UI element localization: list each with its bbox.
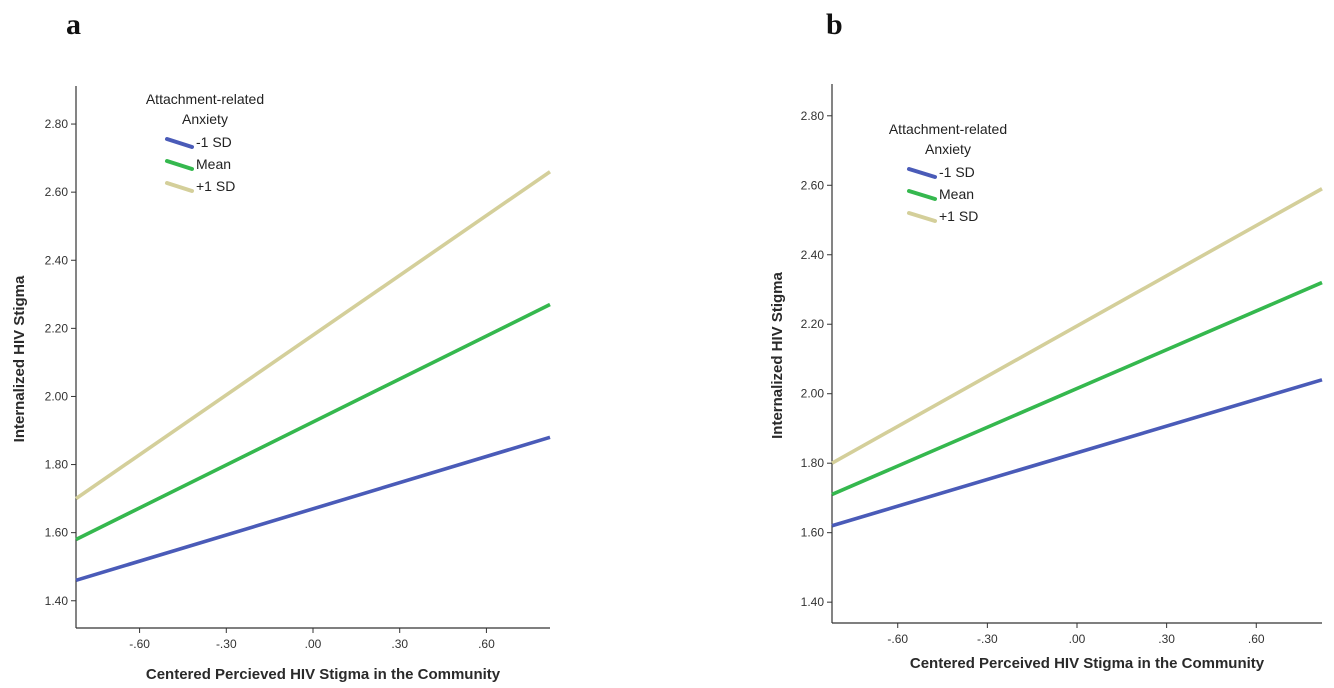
y-tick-label: 1.60 [801, 526, 825, 540]
x-axis-title: Centered Perceived HIV Stigma in the Com… [910, 655, 1265, 672]
y-tick-label: 2.20 [45, 321, 69, 335]
legend-label: -1 SD [196, 134, 232, 150]
x-tick-label: .30 [391, 637, 408, 651]
legend-swatch [907, 167, 937, 179]
legend-swatch [907, 189, 937, 201]
y-tick-label: 1.40 [45, 594, 69, 608]
legend-title-line: Anxiety [925, 141, 971, 157]
series-line-mean [831, 280, 1323, 497]
x-tick-label: -.30 [216, 637, 237, 651]
y-tick-label: 1.40 [801, 595, 825, 609]
y-tick-label: 2.80 [801, 109, 825, 123]
legend-title-line: Anxiety [182, 111, 228, 127]
y-axis-title: Internalized HIV Stigma [11, 275, 28, 442]
x-tick-label: .00 [1069, 632, 1086, 646]
series-line-plus-1sd [74, 170, 552, 501]
x-tick-label: .60 [1248, 632, 1265, 646]
y-tick-label: 1.80 [801, 456, 825, 470]
y-axis-title: Internalized HIV Stigma [769, 271, 786, 438]
y-tick-label: 2.80 [45, 117, 69, 131]
x-tick-label: -.60 [129, 637, 150, 651]
legend-label: -1 SD [939, 164, 975, 180]
y-tick-label: 2.60 [801, 178, 825, 192]
chart-panel-b: b 1.40 1.60 1.80 2.00 2.20 2.40 2.60 2.80 -.60 -.3… [769, 8, 1323, 672]
series-line-minus-1sd [831, 378, 1323, 528]
legend-title-line: Attachment-related [146, 91, 264, 107]
legend-label: Mean [196, 156, 231, 172]
chart-panel-a: a 1.40 1.60 1.80 2.00 2.20 2.40 2.60 2.80 -.60 -.3… [11, 8, 552, 683]
x-tick-label: .30 [1158, 632, 1175, 646]
legend: Attachment-related Anxiety -1 SD Mean +1 SD [146, 91, 264, 194]
series-line-plus-1sd [831, 187, 1323, 465]
y-tick-label: 2.00 [45, 389, 69, 403]
x-tick-label: .00 [305, 637, 322, 651]
y-tick-label: 1.80 [45, 458, 69, 472]
legend-label: +1 SD [196, 178, 235, 194]
y-tick-label: 1.60 [45, 526, 69, 540]
series-line-mean [75, 302, 551, 542]
panel-letter: b [826, 8, 843, 41]
x-tick-label: .60 [478, 637, 495, 651]
panel-letter: a [66, 8, 81, 41]
y-tick-label: 2.60 [45, 185, 69, 199]
y-tick-label: 2.40 [801, 248, 825, 262]
legend-swatch [907, 211, 937, 223]
x-axis-title: Centered Percieved HIV Stigma in the Com… [146, 666, 501, 683]
legend-label: +1 SD [939, 208, 978, 224]
legend-swatch [165, 181, 194, 193]
legend: Attachment-related Anxiety -1 SD Mean +1 SD [889, 121, 1007, 224]
legend-swatch [165, 159, 194, 171]
y-tick-label: 2.40 [45, 253, 69, 267]
x-tick-label: -.30 [977, 632, 998, 646]
x-tick-label: -.60 [887, 632, 908, 646]
legend-label: Mean [939, 186, 974, 202]
y-tick-label: 2.00 [801, 387, 825, 401]
y-tick-label: 2.20 [801, 317, 825, 331]
legend-swatch [165, 137, 194, 149]
series-line-minus-1sd [75, 435, 551, 583]
legend-title-line: Attachment-related [889, 121, 1007, 137]
